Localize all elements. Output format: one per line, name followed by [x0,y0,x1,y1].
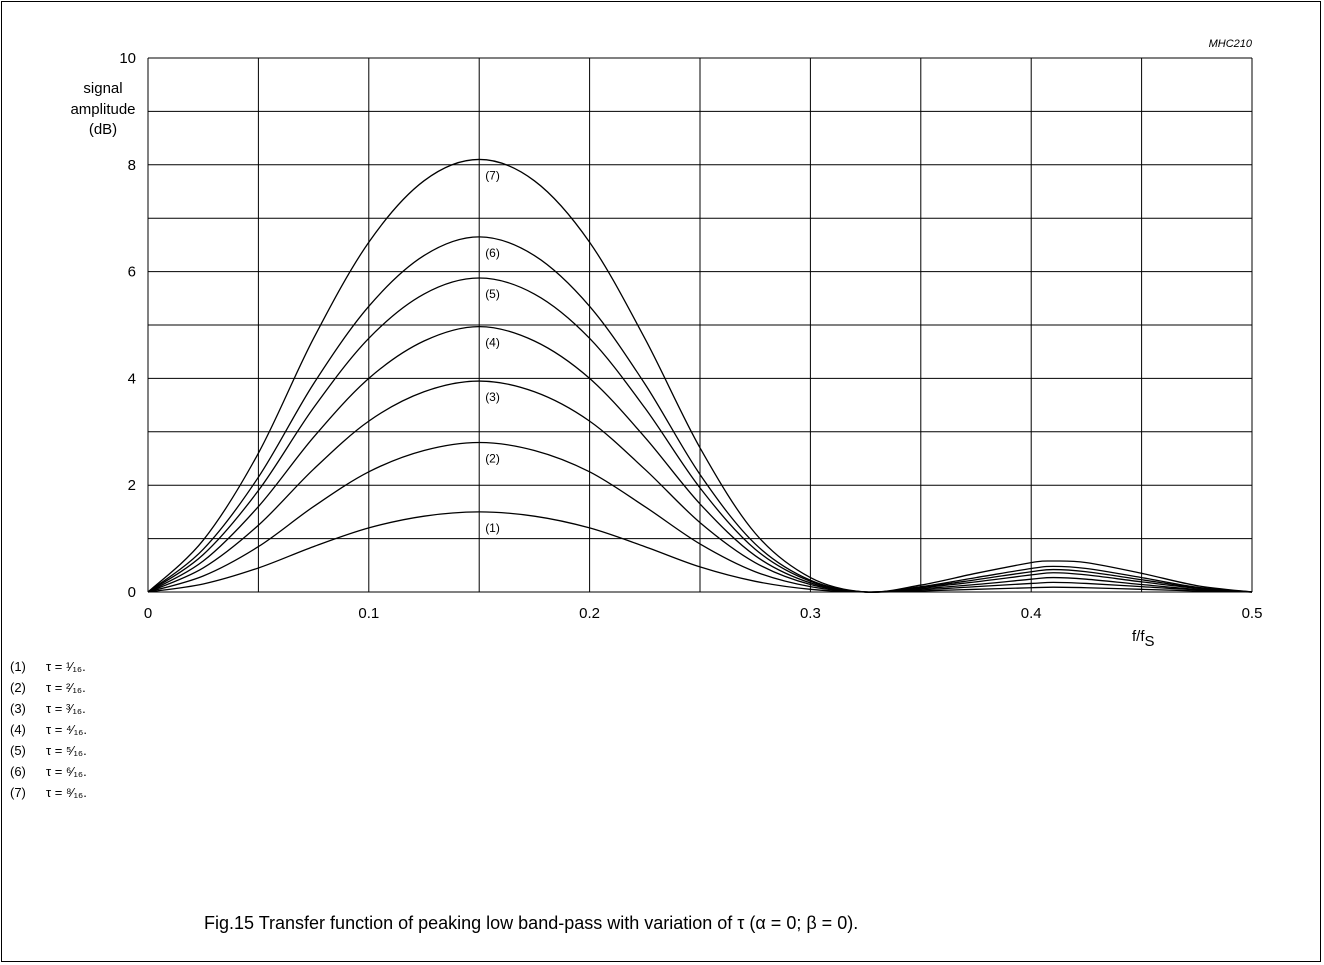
ylabel-line-3: (dB) [89,121,117,138]
x-tick-label: 0.2 [579,605,600,622]
x-tick-label: 0.1 [358,605,379,622]
y-tick-label: 4 [128,370,136,387]
y-tick-label: 10 [119,50,136,67]
legend-item-tau: τ = ⁴⁄₁₆. [46,722,87,737]
curves [147,158,1253,593]
legend-item-6: (6) τ = ⁶⁄₁₆. [10,761,87,782]
x-tick-label: 0.5 [1242,605,1263,622]
legend-item-tau: τ = ⁶⁄₁₆. [46,764,87,779]
series-label-4: (4) [485,336,500,350]
legend-item-1: (1) τ = ¹⁄₁₆. [10,656,87,677]
y-tick-label: 2 [128,477,136,494]
legend-item-number: (1) [10,659,26,674]
series-label-2: (2) [485,451,500,465]
legend-item-tau: τ = ⁸⁄₁₆. [46,785,87,800]
x-tick-label: 0.3 [800,605,821,622]
legend-item-7: (7) τ = ⁸⁄₁₆. [10,782,87,803]
series-label-5: (5) [485,287,500,301]
series-label-6: (6) [485,246,500,260]
legend-item-number: (5) [10,743,26,758]
legend: (1) τ = ¹⁄₁₆. (2) τ = ²⁄₁₆. (3) τ = ³⁄₁₆. (4) τ… [10,656,87,803]
series-line-1 [147,511,1253,593]
figure-caption: Fig.15 Transfer function of peaking low … [204,913,859,933]
series-label-3: (3) [485,390,500,404]
curve-labels: (1) (2) (3) (4) (5) (6) (7) [485,168,500,534]
legend-item-3: (3) τ = ³⁄₁₆. [10,698,87,719]
legend-item-tau: τ = ²⁄₁₆. [46,680,86,695]
series-line-4 [147,325,1253,593]
series-label-7: (7) [485,168,500,182]
legend-item-number: (7) [10,785,26,800]
legend-item-5: (5) τ = ⁵⁄₁₆. [10,740,87,761]
xlabel: f/fS [1132,628,1155,650]
series-label-1: (1) [485,521,500,535]
xlabel-subscript: S [1145,633,1155,650]
legend-item-4: (4) τ = ⁴⁄₁₆. [10,719,87,740]
legend-item-tau: τ = ⁵⁄₁₆. [46,743,87,758]
series-line-7 [147,158,1253,593]
ticks: 0 0.1 0.2 0.3 0.4 0.5 0 2 4 6 8 10 [119,50,1262,622]
x-tick-label: 0.4 [1021,605,1042,622]
series-line-2 [147,441,1253,593]
legend-item-2: (2) τ = ²⁄₁₆. [10,677,87,698]
series-line-5 [147,277,1253,593]
legend-item-tau: τ = ¹⁄₁₆. [46,659,86,674]
y-tick-label: 0 [128,584,136,601]
legend-item-number: (6) [10,764,26,779]
grid [147,57,1253,593]
legend-item-number: (3) [10,701,26,716]
x-tick-label: 0 [144,605,152,622]
legend-item-number: (2) [10,680,26,695]
ylabel-line-1: signal [83,80,122,97]
y-tick-label: 6 [128,264,136,281]
ylabel-line-2: amplitude [70,101,135,118]
y-tick-label: 8 [128,157,136,174]
figure-id: MHC210 [1209,38,1253,50]
series-line-6 [147,236,1253,593]
series-line-3 [147,380,1253,593]
legend-item-number: (4) [10,722,26,737]
legend-item-tau: τ = ³⁄₁₆. [46,701,86,716]
